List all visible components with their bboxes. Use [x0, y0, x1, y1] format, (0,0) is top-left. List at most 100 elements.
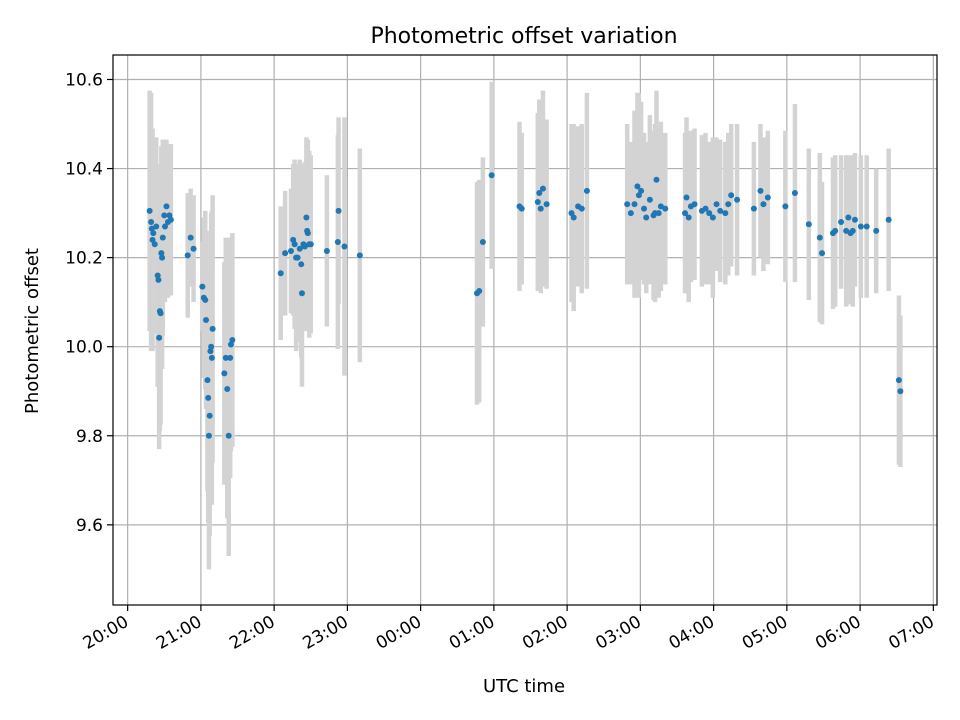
data-point — [479, 239, 486, 246]
data-point — [304, 230, 311, 237]
data-point — [208, 354, 215, 361]
data-point — [225, 432, 232, 439]
data-point — [149, 236, 156, 243]
plot-frame — [112, 54, 938, 606]
data-point — [805, 221, 812, 228]
data-point — [713, 201, 720, 208]
data-point — [150, 230, 157, 237]
data-point — [155, 276, 162, 283]
data-point — [706, 210, 713, 217]
data-points — [146, 172, 904, 439]
data-point — [816, 234, 823, 241]
data-point — [287, 247, 294, 254]
x-axis-label: UTC time — [483, 676, 565, 697]
data-point — [863, 223, 870, 230]
data-point — [819, 250, 826, 257]
data-point — [341, 243, 348, 250]
data-point — [543, 201, 550, 208]
data-point — [782, 203, 789, 210]
data-point — [184, 252, 191, 259]
data-point — [760, 201, 767, 208]
data-point — [199, 283, 206, 290]
data-point — [282, 250, 289, 257]
data-point — [204, 377, 211, 384]
data-point — [641, 205, 648, 212]
y-tick-label: 9.8 — [76, 427, 103, 447]
data-point — [296, 245, 303, 252]
data-point — [534, 198, 541, 205]
data-point — [206, 412, 213, 419]
data-point — [583, 187, 590, 194]
chart-title: Photometric offset variation — [370, 24, 677, 49]
y-tick-label: 9.6 — [76, 516, 103, 536]
data-point — [722, 210, 729, 217]
data-point — [148, 219, 155, 226]
data-point — [167, 216, 174, 223]
data-point — [161, 212, 168, 219]
data-point — [838, 219, 845, 226]
data-point — [307, 241, 314, 248]
data-point — [885, 216, 892, 223]
data-point — [725, 201, 732, 208]
data-point — [764, 194, 771, 201]
data-point — [159, 234, 166, 241]
data-point — [187, 234, 194, 241]
data-point — [153, 223, 160, 230]
data-point — [208, 343, 215, 350]
data-point — [203, 316, 210, 323]
data-point — [303, 214, 310, 221]
data-point — [334, 239, 341, 246]
data-point — [209, 325, 216, 332]
y-tick-label: 10.0 — [65, 338, 103, 358]
data-point — [683, 194, 690, 201]
data-point — [298, 261, 305, 268]
data-point — [190, 245, 197, 252]
data-point — [624, 201, 631, 208]
data-point — [897, 388, 904, 395]
data-point — [653, 176, 660, 183]
y-tick-label: 10.4 — [65, 160, 103, 180]
data-point — [291, 241, 298, 248]
data-point — [570, 214, 577, 221]
data-point — [638, 187, 645, 194]
data-point — [221, 370, 228, 377]
data-point — [162, 223, 169, 230]
y-axis-ticks: 9.6 9.8 10.0 10.2 10.4 10.6 — [65, 70, 113, 536]
data-point — [488, 172, 495, 179]
data-point — [224, 386, 231, 393]
data-point — [539, 185, 546, 192]
data-point — [873, 227, 880, 234]
data-point — [476, 288, 483, 295]
data-point — [702, 205, 709, 212]
data-point — [709, 214, 716, 221]
data-point — [356, 252, 363, 259]
data-point — [728, 192, 735, 199]
data-point — [294, 254, 301, 261]
data-point — [227, 354, 234, 361]
y-axis-label: Photometric offset — [22, 248, 43, 414]
data-point — [662, 205, 669, 212]
data-point — [845, 214, 852, 221]
data-point — [757, 187, 764, 194]
data-point — [277, 270, 284, 277]
data-point — [832, 227, 839, 234]
data-point — [691, 201, 698, 208]
data-point — [643, 214, 650, 221]
data-point — [655, 210, 662, 217]
data-point — [791, 190, 798, 197]
data-point — [849, 227, 856, 234]
data-point — [631, 201, 638, 208]
data-point — [634, 183, 641, 190]
data-point — [857, 223, 864, 230]
data-point — [646, 196, 653, 203]
data-point — [335, 207, 342, 214]
y-tick-label: 10.2 — [65, 249, 103, 269]
data-point — [635, 192, 642, 199]
data-point — [207, 348, 214, 355]
data-point — [159, 254, 166, 261]
data-point — [202, 296, 209, 303]
data-point — [157, 310, 164, 317]
data-point — [750, 205, 757, 212]
data-point — [222, 354, 229, 361]
data-point — [717, 207, 724, 214]
